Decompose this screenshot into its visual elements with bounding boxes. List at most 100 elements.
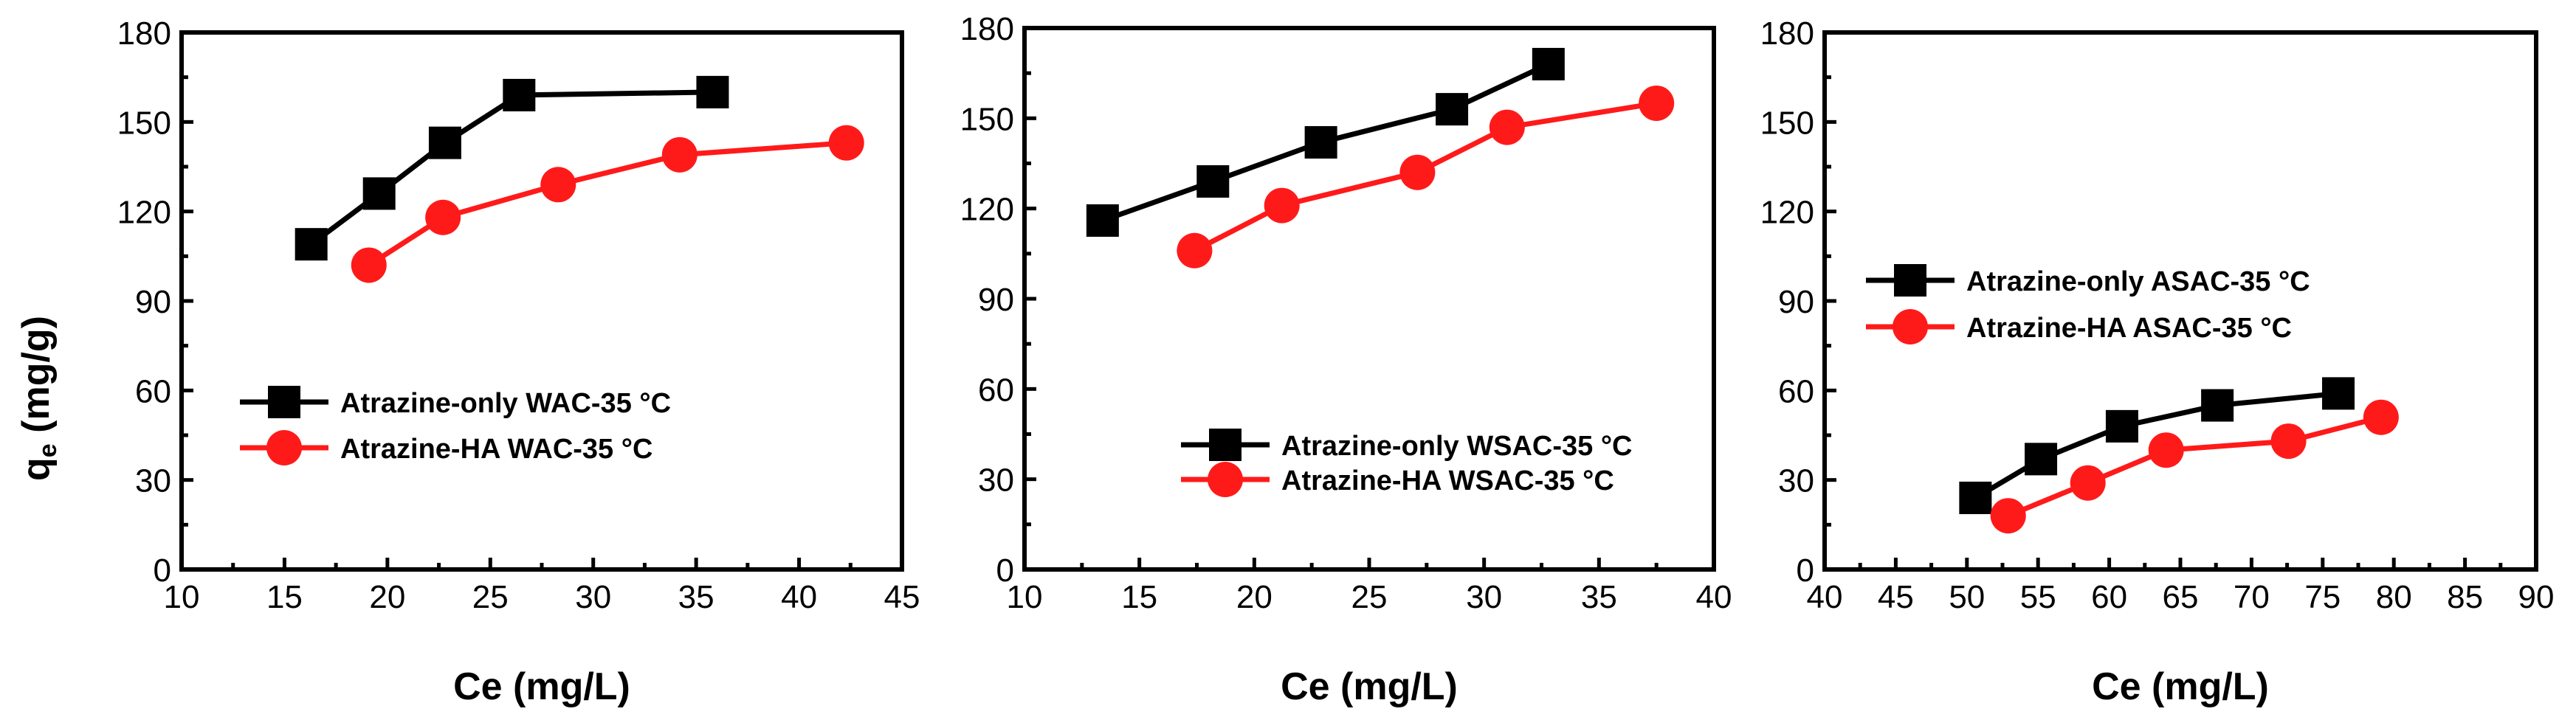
plot-frame (1822, 30, 2538, 572)
y-tick-label: 150 (960, 101, 1014, 137)
x-axis-label: Ce (mg/L) (2092, 665, 2269, 708)
legend-label: Atrazine-HA WAC-35 °C (340, 434, 652, 465)
legend-marker (1209, 429, 1241, 461)
data-point (1399, 154, 1436, 190)
x-tick-label: 30 (575, 579, 611, 615)
y-tick-label: 120 (960, 192, 1014, 228)
x-tick-label: 60 (2091, 579, 2127, 615)
legend-marker (1893, 309, 1928, 344)
y-tick-label: 120 (1760, 195, 1814, 231)
y-axis-label-subscript: e (34, 443, 62, 457)
y-tick-label: 150 (1760, 105, 1814, 141)
y-axis-label-main: q (15, 457, 58, 481)
x-tick-label: 20 (369, 579, 405, 615)
data-point (1304, 125, 1337, 159)
x-tick-label: 65 (2163, 579, 2199, 615)
x-tick-label: 80 (2376, 579, 2412, 615)
series-line (309, 89, 713, 246)
data-point (1990, 498, 2026, 534)
data-point (503, 78, 536, 111)
data-point (1532, 47, 1565, 80)
data-point (2148, 432, 2184, 468)
y-tick-label: 120 (117, 195, 171, 231)
data-point (1196, 164, 1230, 198)
data-point (2363, 399, 2399, 435)
data-point (1959, 481, 1992, 514)
data-point (540, 167, 576, 203)
x-tick-label: 40 (1807, 579, 1843, 615)
legend-marker (266, 430, 302, 465)
x-tick-label: 75 (2304, 579, 2341, 615)
x-tick-label: 25 (472, 579, 509, 615)
series-2 (1177, 85, 1675, 269)
legend-marker (1894, 264, 1926, 297)
data-point (362, 177, 396, 210)
legend-item: Atrazine-HA WSAC-35 °C (1181, 462, 1614, 497)
legend-label: Atrazine-only WAC-35 °C (340, 388, 671, 419)
data-point (2322, 377, 2355, 410)
y-axis-label-units: (mg/g) (15, 316, 58, 443)
data-point (1489, 109, 1525, 145)
y-tick-label: 30 (1778, 463, 1814, 499)
x-tick-label: 35 (678, 579, 714, 615)
legend-label: Atrazine-only WSAC-35 °C (1281, 431, 1632, 462)
y-tick-label: 90 (1778, 284, 1814, 320)
data-point (1086, 204, 1119, 237)
svg-text:qe (mg/g): qe (mg/g) (15, 316, 62, 481)
y-tick-label: 60 (978, 372, 1014, 408)
x-tick-label: 45 (884, 579, 920, 615)
y-tick-label: 0 (1797, 553, 1814, 589)
series-1 (295, 75, 729, 261)
plot-frame (179, 30, 904, 572)
x-tick-label: 15 (266, 579, 303, 615)
x-tick-label: 25 (1351, 579, 1388, 615)
y-tick-label: 60 (135, 373, 171, 409)
data-point (1639, 85, 1675, 121)
y-axis-label: qe (mg/g) (15, 316, 62, 481)
x-axis-label: Ce (mg/L) (453, 665, 630, 708)
data-point (1436, 93, 1469, 126)
x-tick-label: 30 (1466, 579, 1502, 615)
legend: Atrazine-only WAC-35 °C Atrazine-HA WAC-3… (240, 386, 671, 465)
series-2 (351, 125, 864, 283)
series-1 (1086, 47, 1565, 237)
chart-panel-3: 40 45 50 55 60 65 70 75 80 85 90 0 30 60 90 120 150 180 Ce… (1760, 15, 2555, 708)
series-1 (1959, 377, 2355, 514)
x-tick-label: 40 (1696, 579, 1732, 615)
y-tick-label: 150 (117, 105, 171, 141)
y-tick-label: 0 (154, 553, 171, 589)
y-tick-label: 90 (978, 282, 1014, 318)
y-tick-label: 30 (978, 463, 1014, 499)
data-point (1177, 232, 1213, 269)
y-tick-label: 30 (135, 463, 171, 499)
x-tick-label: 10 (164, 579, 200, 615)
y-tick-label: 0 (996, 553, 1014, 589)
data-point (1264, 187, 1300, 224)
y-tick-label: 180 (1760, 15, 1814, 52)
data-point (828, 125, 864, 161)
chart-panel-2: 10 15 20 25 30 35 40 0 30 60 90 120 150 180 Ce (mg/L) A… (960, 11, 1732, 708)
legend-item: Atrazine-only WAC-35 °C (240, 386, 671, 419)
legend-item: Atrazine-HA WAC-35 °C (240, 430, 652, 465)
data-point (2270, 423, 2307, 460)
legend-marker (1208, 462, 1243, 497)
legend: Atrazine-only ASAC-35 °C Atrazine-HA ASAC… (1866, 264, 2310, 344)
legend-item: Atrazine-only ASAC-35 °C (1866, 264, 2310, 297)
x-tick-label: 40 (781, 579, 817, 615)
legend-item: Atrazine-HA ASAC-35 °C (1866, 309, 2292, 344)
legend-item: Atrazine-only WSAC-35 °C (1181, 429, 1632, 462)
x-tick-label: 90 (2518, 579, 2555, 615)
y-tick-label: 60 (1778, 373, 1814, 409)
y-tick-label: 90 (135, 284, 171, 320)
data-point (2105, 409, 2138, 443)
data-point (2070, 465, 2106, 501)
x-axis-label: Ce (mg/L) (1281, 665, 1458, 708)
y-tick-label: 180 (960, 11, 1014, 47)
data-point (425, 199, 461, 235)
x-tick-label: 35 (1581, 579, 1617, 615)
data-point (2201, 389, 2234, 422)
data-point (428, 126, 461, 159)
x-tick-label: 15 (1121, 579, 1157, 615)
